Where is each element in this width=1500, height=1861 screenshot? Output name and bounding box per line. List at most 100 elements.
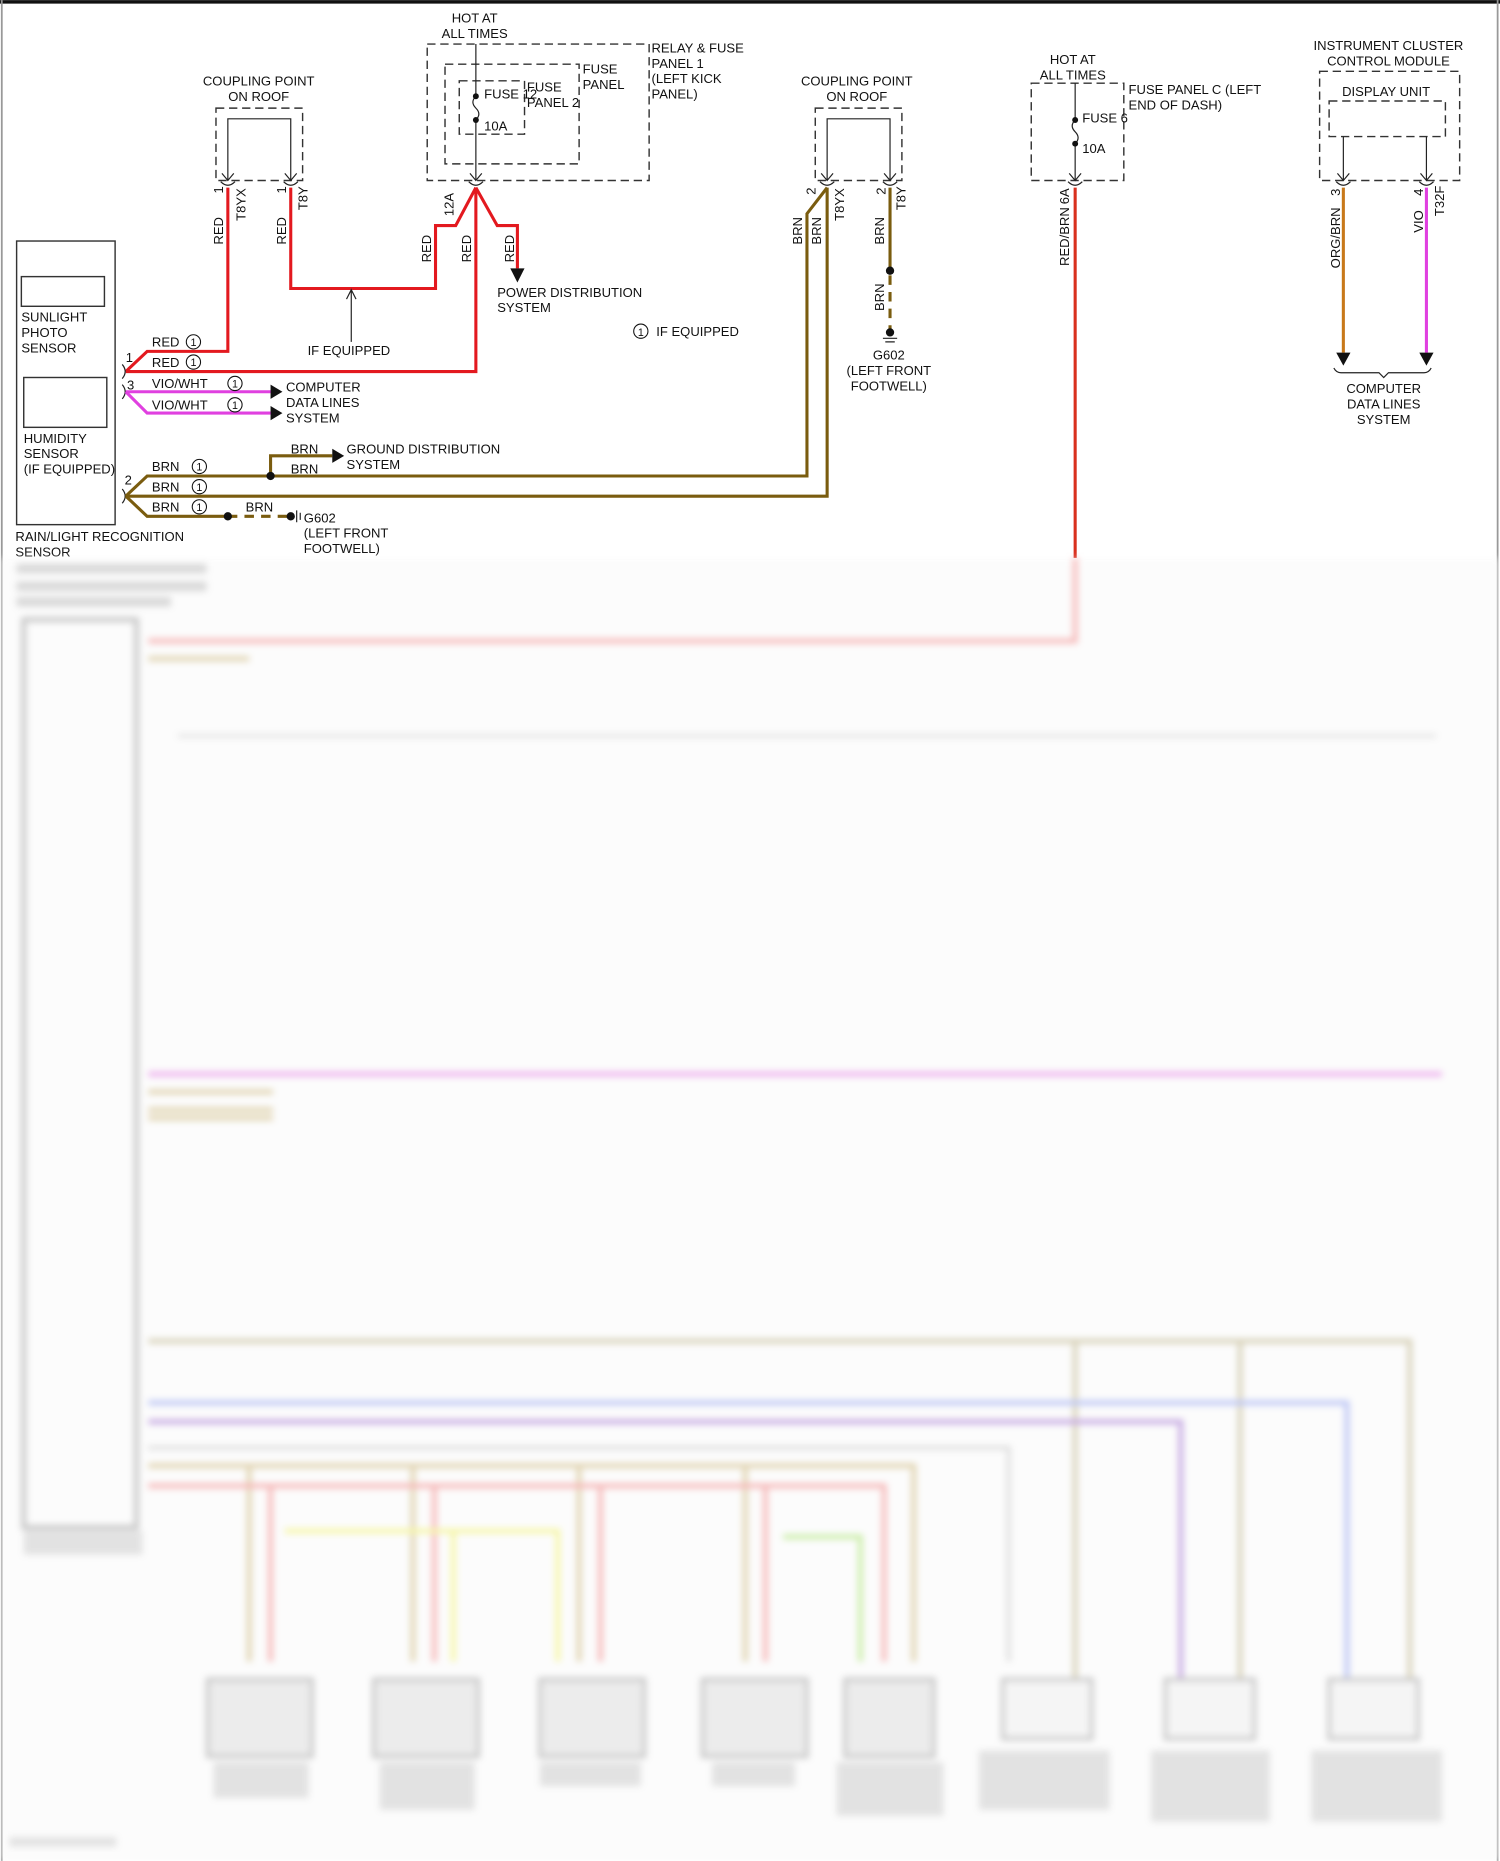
ground-distribution-label: GROUND DISTRIBUTION xyxy=(347,441,501,456)
relay-fuse-panel: HOT AT ALL TIMES RELAY & FUSE PANEL 1 (L… xyxy=(426,11,745,217)
fuse-panel-box xyxy=(444,63,580,165)
terminal-label: 6A xyxy=(1057,188,1072,204)
legend: 1 IF EQUIPPED xyxy=(633,323,739,339)
data-lines-label: COMPUTER xyxy=(286,380,361,395)
wire-label: BRN xyxy=(291,462,319,477)
coupling-title: ON ROOF xyxy=(228,89,289,104)
coupling-box xyxy=(814,107,903,182)
data-lines-label: DATA LINES xyxy=(1347,396,1421,411)
wire-label: ORG/BRN xyxy=(1328,207,1343,268)
wire-label: BRN xyxy=(872,217,887,245)
data-lines-label: SYSTEM xyxy=(286,411,340,426)
ground-icon xyxy=(296,510,301,523)
panel-label: END OF DASH) xyxy=(1129,97,1223,112)
wire-label: BRN xyxy=(291,441,319,456)
wire-label: BRN xyxy=(152,459,180,474)
coupling-title: COUPLING POINT xyxy=(801,74,913,89)
pin-number: 1 xyxy=(274,186,289,193)
wire-red xyxy=(124,187,230,373)
splice-dot xyxy=(885,266,895,275)
wire-brn xyxy=(124,186,829,498)
fuse-panel-c-box xyxy=(1030,82,1125,182)
wire-label: BRN xyxy=(872,283,887,311)
hot-label: ALL TIMES xyxy=(442,26,508,41)
hot-label: ALL TIMES xyxy=(1040,68,1106,83)
wire-label: BRN xyxy=(809,217,824,245)
sensor-wire-labels: RED 1 RED 1 xyxy=(152,334,202,370)
power-distribution-label: POWER DISTRIBUTION xyxy=(497,285,642,300)
coupling-title: ON ROOF xyxy=(826,89,887,104)
arrow-icon xyxy=(510,268,525,283)
fuse-6-symbol xyxy=(1068,83,1082,182)
panel-label: PANEL 1 xyxy=(652,56,704,71)
connector-pin xyxy=(1067,181,1083,186)
data-lines-label: SYSTEM xyxy=(1357,412,1411,427)
coupling-link xyxy=(221,118,298,182)
pin-number: 2 xyxy=(873,187,888,194)
fuse-rating: 10A xyxy=(1082,141,1106,156)
connector-pin xyxy=(468,181,484,186)
obscured-lower-diagram xyxy=(0,557,1500,1861)
humidity-sensor-box xyxy=(23,376,108,429)
wire-red xyxy=(474,186,519,269)
terminal-label: 12A xyxy=(441,193,456,217)
red-wires: RED RED RED RED RED IF EQUIPPED POWER DI… xyxy=(124,186,642,374)
circled-number: 1 xyxy=(196,502,202,514)
panel-label: FUSE xyxy=(527,79,562,94)
sensor-label: HUMIDITY xyxy=(24,431,87,446)
panel-label: RELAY & FUSE xyxy=(652,40,745,55)
display-unit-box xyxy=(1328,100,1447,138)
ground-label: (LEFT FRONT xyxy=(847,363,932,378)
connector-id: T8YX xyxy=(832,188,847,221)
relay-panel-box xyxy=(426,43,650,182)
arrow-icon xyxy=(270,384,283,399)
pin-number: 1 xyxy=(211,186,226,193)
fuse-label: FUSE 12 xyxy=(484,87,537,102)
circled-number: 1 xyxy=(196,482,202,494)
vio-wht-wires: VIO/WHT VIO/WHT 1 1 COMPUTER DATA LINES … xyxy=(124,375,361,426)
wire-red xyxy=(289,186,478,291)
connector-id: T32F xyxy=(1432,186,1447,216)
wire-label: RED xyxy=(502,235,517,263)
panel-label: PANEL 2 xyxy=(527,95,579,110)
ground-label: G602 xyxy=(873,348,905,363)
connector-id: T8Y xyxy=(295,186,310,210)
panel-label: FUSE PANEL C (LEFT xyxy=(1129,82,1262,97)
circled-number: 1 xyxy=(190,357,196,369)
rain-light-sensor: SUNLIGHT PHOTO SENSOR HUMIDITY SENSOR (I… xyxy=(15,240,184,560)
hot-label: HOT AT xyxy=(452,11,498,26)
ground-label: FOOTWELL) xyxy=(304,541,380,556)
arrow-icon xyxy=(332,448,345,463)
coupling-link xyxy=(820,118,897,182)
legend-text: IF EQUIPPED xyxy=(656,324,739,339)
coupling-title: COUPLING POINT xyxy=(203,74,315,89)
brace xyxy=(1333,367,1432,379)
arrow-icon xyxy=(1419,352,1434,366)
connector-pin xyxy=(220,181,299,186)
circled-number: 1 xyxy=(232,379,238,391)
wire-label: BRN xyxy=(790,217,805,245)
wire-label: RED xyxy=(274,217,289,245)
connector-pin xyxy=(819,181,898,186)
pin-number: 2 xyxy=(125,472,132,487)
power-distribution-label: SYSTEM xyxy=(497,300,551,315)
fuse-panel2-box xyxy=(458,80,526,135)
wire-brn xyxy=(124,495,228,518)
ground-icon xyxy=(882,337,898,343)
wire-label: RED xyxy=(152,335,180,350)
module-title: CONTROL MODULE xyxy=(1327,53,1450,68)
wire-label: RED/BRN xyxy=(1057,207,1072,266)
wire-vio-wht xyxy=(124,390,271,415)
ground-icon xyxy=(286,512,295,521)
fuse-rating: 10A xyxy=(484,119,508,134)
panel-label: PANEL) xyxy=(652,87,698,102)
ground-distribution-label: SYSTEM xyxy=(347,457,401,472)
wire-label: RED xyxy=(152,355,180,370)
circled-number: 1 xyxy=(190,337,196,349)
module-title: INSTRUMENT CLUSTER xyxy=(1314,38,1464,53)
pin-number: 3 xyxy=(127,377,134,392)
ground-icon xyxy=(885,328,895,337)
module-link xyxy=(1336,136,1433,182)
